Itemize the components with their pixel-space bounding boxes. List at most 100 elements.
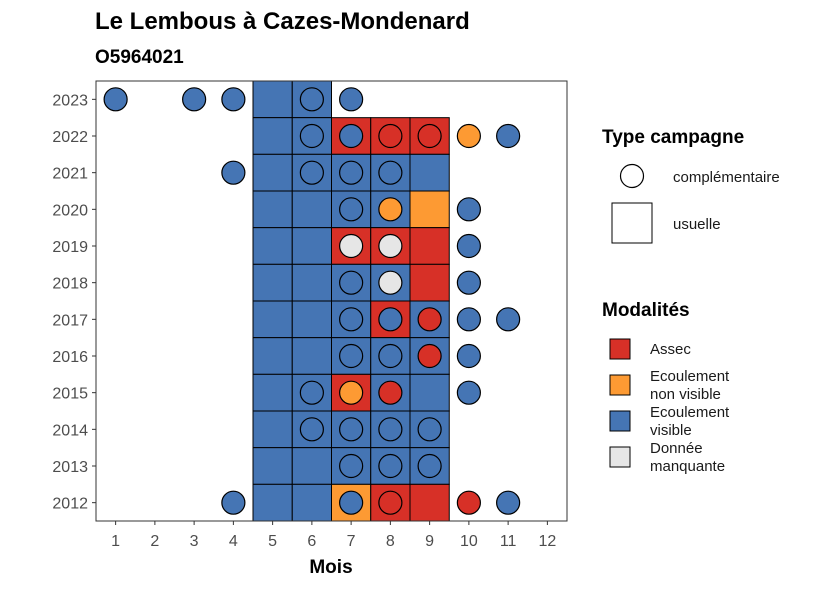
legend-key-label: manquante [650,458,725,475]
point-complementaire [456,343,481,369]
x-tick-label: 4 [229,533,238,550]
point-complementaire [378,160,403,185]
y-tick-label: 2019 [52,239,88,256]
legend-key-label: Ecoulement [650,368,730,385]
point-complementaire [378,307,403,332]
legend-label-complementaire: complémentaire [673,169,780,186]
x-tick-label: 11 [500,533,517,550]
x-tick-label: 5 [268,533,277,550]
x-tick-label: 8 [386,533,395,550]
tile-usuelle [291,337,332,375]
point-complementaire [456,197,481,222]
y-tick-label: 2021 [52,166,88,183]
y-tick-label: 2022 [52,129,88,146]
point-complementaire [339,307,364,332]
tile-usuelle [291,447,332,485]
legend-key-label: Ecoulement [650,404,730,421]
point-complementaire [378,270,403,295]
point-complementaire [299,380,324,405]
point-complementaire [417,453,442,479]
point-complementaire [339,417,364,442]
point-complementaire [378,380,403,405]
legend-type-title: Type campagne [602,127,744,148]
tile-usuelle [252,80,293,119]
legend-key-label: non visible [650,386,721,403]
x-tick-label: 1 [111,533,120,550]
point-complementaire [339,453,364,479]
x-tick-label: 12 [538,533,556,550]
tile-usuelle [409,227,450,265]
x-axis: 1 2 3 4 5 6 7 8 9 10 11 12 [111,521,556,550]
point-complementaire [378,233,403,259]
x-axis-title: Mois [309,557,352,578]
tile-usuelle [291,300,332,339]
point-complementaire [456,307,481,332]
tile-usuelle [252,190,293,229]
point-complementaire [339,197,364,222]
legend-label-usuelle: usuelle [673,216,721,233]
y-tick-label: 2014 [52,422,88,439]
x-tick-label: 3 [190,533,199,550]
point-complementaire [456,233,481,259]
legend-key-swatch [609,446,631,468]
tile-usuelle [252,227,293,265]
point-complementaire [456,270,481,295]
point-complementaire [378,490,403,515]
point-complementaire [339,343,364,369]
tile-usuelle [252,483,293,522]
tile-usuelle [409,263,450,302]
y-tick-label: 2015 [52,386,88,403]
point-complementaire [417,123,442,149]
legend-type-campagne: Type campagne complémentaire usuelle [602,127,780,244]
point-complementaire [221,87,246,112]
point-complementaire [417,417,442,442]
point-complementaire [339,380,364,405]
tile-usuelle [291,190,332,229]
legend-key-swatch [609,410,631,432]
legend-square-icon [611,202,653,244]
legend-key-label: Donnée [650,440,703,457]
x-tick-label: 9 [425,533,434,550]
chart-title: Le Lembous à Cazes-Mondenard [95,8,470,35]
point-complementaire [378,417,403,442]
point-complementaire [378,343,403,369]
point-complementaire [378,453,403,479]
point-complementaire [378,197,403,222]
tile-usuelle [409,373,450,412]
y-tick-label: 2016 [52,349,88,366]
plot-panel-border [95,80,568,522]
x-tick-label: 10 [460,533,478,550]
point-complementaire [339,233,364,259]
y-axis: 2012 2013 2014 2015 2016 2017 2018 2019 2020 2021… [52,92,96,513]
point-complementaire [103,87,128,112]
y-tick-label: 2017 [52,312,88,329]
legend-modalites-title: Modalités [602,300,690,321]
point-complementaire [496,490,521,515]
y-tick-label: 2013 [52,459,88,476]
x-tick-label: 7 [347,533,356,550]
point-complementaire [299,87,324,112]
point-complementaire [339,270,364,295]
point-complementaire [299,160,324,185]
tile-usuelle [291,263,332,302]
point-complementaire [417,343,442,369]
point-complementaire [299,123,324,149]
tile-usuelle [291,483,332,522]
point-complementaire [339,123,364,149]
y-tick-label: 2023 [52,92,88,109]
y-tick-label: 2020 [52,202,88,219]
tile-usuelle [252,447,293,485]
tile-usuelle [370,227,411,265]
point-complementaire [221,160,246,185]
tile-usuelle [409,483,450,522]
x-tick-label: 6 [307,533,316,550]
legend-key-swatch [609,374,631,396]
point-complementaire [417,307,442,332]
y-tick-label: 2018 [52,276,88,293]
legend-circle-icon [619,163,645,189]
tile-usuelle [252,263,293,302]
point-complementaire [456,123,481,149]
legend-key-label: visible [650,422,692,439]
tile-usuelle [409,190,450,229]
tile-usuelle [252,117,293,155]
